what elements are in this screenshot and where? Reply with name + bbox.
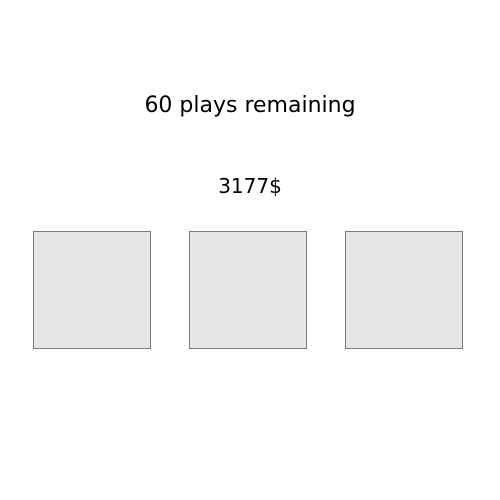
card-3[interactable] bbox=[345, 231, 463, 349]
plays-remaining-label: 60 plays remaining bbox=[144, 93, 356, 118]
card-2[interactable] bbox=[189, 231, 307, 349]
balance-label: 3177$ bbox=[218, 174, 282, 198]
card-1[interactable] bbox=[33, 231, 151, 349]
